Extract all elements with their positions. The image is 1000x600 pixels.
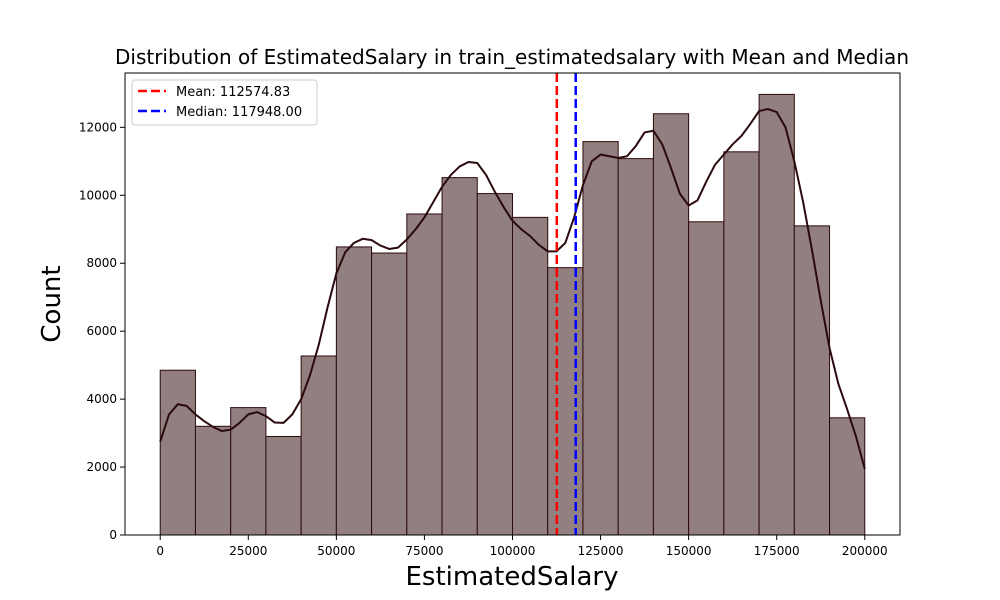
histogram-bar	[230, 407, 267, 536]
x-axis-title: EstimatedSalary	[405, 562, 618, 592]
histogram-bar	[335, 246, 373, 536]
y-tick-label: 10000	[79, 188, 117, 202]
histogram-bar	[582, 141, 619, 536]
y-tick-label: 6000	[86, 324, 117, 338]
y-tick-label: 2000	[86, 460, 117, 474]
chart-title: Distribution of EstimatedSalary in train…	[115, 45, 909, 69]
x-tick-label: 50000	[317, 544, 355, 558]
y-tick-label: 4000	[86, 392, 117, 406]
histogram-bar	[652, 113, 690, 536]
histogram-bar	[512, 216, 549, 536]
legend: Mean: 112574.83 Median: 117948.00	[131, 79, 318, 126]
histogram-bar	[265, 435, 302, 536]
x-tick-label: 150000	[666, 544, 712, 558]
kde-line	[159, 108, 866, 470]
legend-label: Median: 117948.00	[176, 105, 302, 120]
histogram-bar	[194, 425, 232, 536]
x-tick-label: 200000	[842, 544, 888, 558]
bars-group	[159, 93, 866, 536]
histogram-bar	[688, 221, 725, 536]
x-tick-label: 125000	[578, 544, 624, 558]
histogram-bar	[371, 252, 408, 536]
x-tick-label: 25000	[229, 544, 267, 558]
histogram-bar	[159, 369, 196, 536]
y-axis: 0 2000 4000 6000 8000 10000 12000	[79, 120, 125, 542]
histogram-bar	[793, 225, 831, 536]
histogram-bar	[829, 417, 866, 536]
histogram-bar	[441, 177, 478, 536]
histogram-bar	[406, 213, 443, 536]
x-tick-label: 175000	[754, 544, 800, 558]
y-tick-label: 0	[109, 528, 117, 542]
y-tick-label: 12000	[79, 120, 117, 134]
y-axis-title: Count	[37, 265, 67, 342]
histogram-bar	[547, 267, 584, 536]
histogram-bar	[758, 93, 795, 536]
kde-group	[159, 108, 866, 470]
x-tick-label: 100000	[490, 544, 536, 558]
x-tick-label: 0	[156, 544, 164, 558]
legend-label: Mean: 112574.83	[176, 85, 290, 100]
reference-lines-group	[555, 73, 577, 535]
histogram-bar	[617, 158, 654, 536]
histogram-bar	[476, 193, 514, 536]
x-tick-label: 75000	[405, 544, 443, 558]
y-tick-label: 8000	[86, 256, 117, 270]
legend-box	[131, 79, 318, 126]
x-axis: 0 25000 50000 75000 100000 125000 150000 175000…	[156, 535, 888, 558]
histogram-bar	[723, 151, 760, 536]
